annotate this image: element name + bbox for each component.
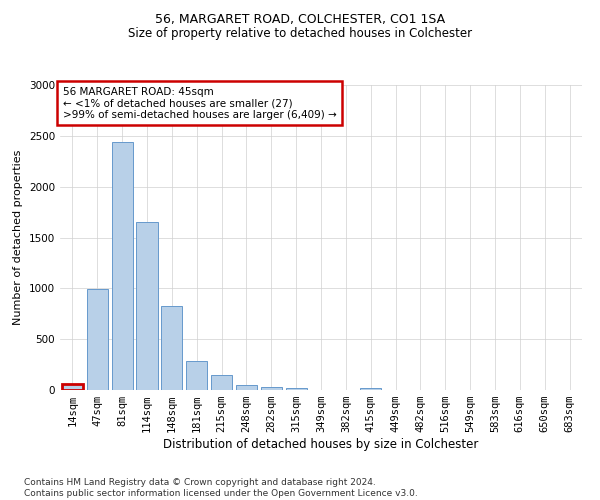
Bar bbox=[112, 142, 133, 390]
X-axis label: Distribution of detached houses by size in Colchester: Distribution of detached houses by size … bbox=[163, 438, 479, 451]
Bar bbox=[62, 384, 83, 390]
Bar bbox=[286, 388, 307, 390]
Bar bbox=[161, 306, 182, 390]
Bar bbox=[186, 360, 207, 390]
Bar bbox=[236, 386, 257, 390]
Bar bbox=[211, 376, 232, 390]
Bar bbox=[87, 290, 108, 390]
Bar bbox=[261, 387, 282, 390]
Text: 56 MARGARET ROAD: 45sqm
← <1% of detached houses are smaller (27)
>99% of semi-d: 56 MARGARET ROAD: 45sqm ← <1% of detache… bbox=[62, 86, 337, 120]
Text: 56, MARGARET ROAD, COLCHESTER, CO1 1SA: 56, MARGARET ROAD, COLCHESTER, CO1 1SA bbox=[155, 12, 445, 26]
Bar bbox=[360, 388, 381, 390]
Text: Contains HM Land Registry data © Crown copyright and database right 2024.
Contai: Contains HM Land Registry data © Crown c… bbox=[24, 478, 418, 498]
Bar bbox=[136, 222, 158, 390]
Y-axis label: Number of detached properties: Number of detached properties bbox=[13, 150, 23, 325]
Text: Size of property relative to detached houses in Colchester: Size of property relative to detached ho… bbox=[128, 28, 472, 40]
